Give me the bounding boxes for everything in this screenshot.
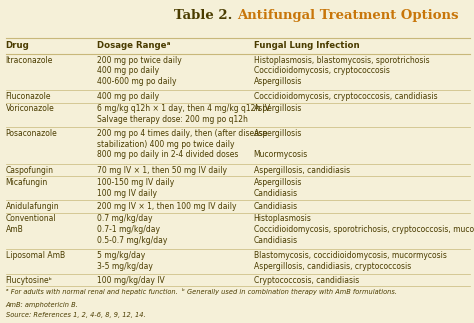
Text: Candidiasis: Candidiasis — [254, 202, 298, 211]
Text: Coccidioidomycosis, cryptococcosis, candidiasis: Coccidioidomycosis, cryptococcosis, cand… — [254, 92, 437, 101]
Text: 400 mg po daily: 400 mg po daily — [97, 92, 159, 101]
Text: Blastomycosis, coccidioidomycosis, mucormycosis
Aspergillosis, candidiasis, cryp: Blastomycosis, coccidioidomycosis, mucor… — [254, 251, 447, 271]
Text: Histoplasmosis
Coccidioidomycosis, sporotrichosis, cryptococcosis, mucormycosis
: Histoplasmosis Coccidioidomycosis, sporo… — [254, 214, 474, 245]
Text: Aspergillosis
Candidiasis: Aspergillosis Candidiasis — [254, 178, 302, 198]
Text: Drug: Drug — [6, 41, 29, 50]
Text: Conventional
AmB: Conventional AmB — [6, 214, 56, 234]
Text: 200 mg po 4 times daily, then (after disease
stabilization) 400 mg po twice dail: 200 mg po 4 times daily, then (after dis… — [97, 129, 268, 159]
Text: Flucytosineᵇ: Flucytosineᵇ — [6, 276, 53, 285]
Text: 100-150 mg IV daily
100 mg IV daily: 100-150 mg IV daily 100 mg IV daily — [97, 178, 174, 198]
Text: Micafungin: Micafungin — [6, 178, 48, 187]
Text: Liposomal AmB: Liposomal AmB — [6, 251, 65, 260]
Text: AmB: amphotericin B.: AmB: amphotericin B. — [6, 302, 78, 308]
Text: Itraconazole: Itraconazole — [6, 56, 53, 65]
Text: 0.7 mg/kg/day
0.7-1 mg/kg/day
0.5-0.7 mg/kg/day: 0.7 mg/kg/day 0.7-1 mg/kg/day 0.5-0.7 mg… — [97, 214, 167, 245]
Text: Fungal Lung Infection: Fungal Lung Infection — [254, 41, 359, 50]
Text: 100 mg/kg/day IV: 100 mg/kg/day IV — [97, 276, 165, 285]
Text: 6 mg/kg q12h × 1 day, then 4 mg/kg q12h IV
Salvage therapy dose: 200 mg po q12h: 6 mg/kg q12h × 1 day, then 4 mg/kg q12h … — [97, 104, 270, 124]
Text: Caspofungin: Caspofungin — [6, 166, 54, 174]
Text: Voriconazole: Voriconazole — [6, 104, 55, 113]
Text: Source: References 1, 2, 4-6, 8, 9, 12, 14.: Source: References 1, 2, 4-6, 8, 9, 12, … — [6, 312, 146, 318]
Text: Aspergillosis: Aspergillosis — [254, 104, 302, 113]
Text: Antifungal Treatment Options: Antifungal Treatment Options — [237, 9, 458, 22]
Text: Fluconazole: Fluconazole — [6, 92, 51, 101]
Text: Cryptococcosis, candidiasis: Cryptococcosis, candidiasis — [254, 276, 359, 285]
Text: Histoplasmosis, blastomycosis, sporotrichosis
Coccidioidomycosis, cryptococcosis: Histoplasmosis, blastomycosis, sporotric… — [254, 56, 429, 86]
Text: Dosage Rangeᵃ: Dosage Rangeᵃ — [97, 41, 171, 50]
Text: Table 2.: Table 2. — [174, 9, 237, 22]
Text: Posaconazole: Posaconazole — [6, 129, 57, 138]
Text: Aspergillosis, candidiasis: Aspergillosis, candidiasis — [254, 166, 350, 174]
Text: Anidulafungin: Anidulafungin — [6, 202, 59, 211]
Text: 5 mg/kg/day
3-5 mg/kg/day: 5 mg/kg/day 3-5 mg/kg/day — [97, 251, 153, 271]
Text: 200 mg po twice daily
400 mg po daily
400-600 mg po daily: 200 mg po twice daily 400 mg po daily 40… — [97, 56, 182, 86]
Text: ᵃ For adults with normal renal and hepatic function.  ᵇ Generally used in combin: ᵃ For adults with normal renal and hepat… — [6, 288, 397, 296]
Text: 70 mg IV × 1, then 50 mg IV daily: 70 mg IV × 1, then 50 mg IV daily — [97, 166, 227, 174]
Text: Aspergillosis

Mucormycosis: Aspergillosis Mucormycosis — [254, 129, 308, 159]
Text: 200 mg IV × 1, then 100 mg IV daily: 200 mg IV × 1, then 100 mg IV daily — [97, 202, 237, 211]
